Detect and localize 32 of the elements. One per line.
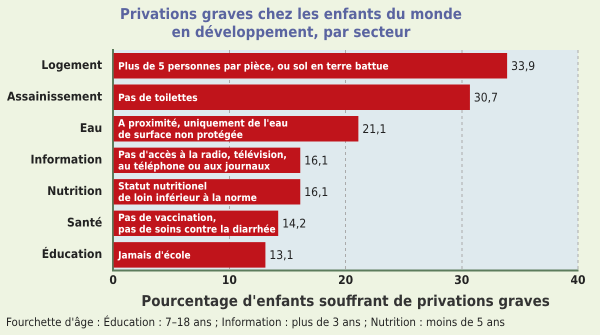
data-label: 16,1 [304, 184, 328, 199]
y-tick-label: Information [30, 152, 102, 166]
x-tick-label: 40 [570, 272, 586, 287]
annotation: Pas de vaccination, pas de soins contre la diarrhée [118, 213, 276, 236]
data-label: 16,1 [304, 153, 328, 168]
y-tick-label: Santé [66, 215, 102, 230]
data-label: 30,7 [474, 90, 498, 104]
x-tick-label: 30 [454, 272, 470, 287]
data-label: 14,2 [282, 216, 306, 230]
annotation: Plus de 5 personnes par pièce, ou sol en terre battue [118, 61, 389, 72]
chart-title: Privations graves chez les enfants du monde en développement, par secteur [120, 4, 462, 41]
y-tick-label: Éducation [42, 246, 102, 261]
text: Fourchette d'âge : Éducation : 7–18 ans ; Information : plus de 3 ans ; Nutrition : moins de 5 ans [6, 315, 505, 329]
x-tick-label: 10 [222, 272, 237, 287]
bar [114, 53, 508, 78]
data-label: 21,1 [362, 122, 386, 136]
annotation: A proximité, uniquement de l'eau de surface non protégée [118, 118, 288, 142]
x-tick-label: 0 [109, 272, 117, 287]
y-tick-label: Logement [41, 58, 102, 72]
annotation: Pas d'accès à la radio, télévision, au téléphone ou aux journaux [118, 150, 287, 173]
bar [114, 242, 266, 268]
data-label: 13,1 [269, 248, 294, 262]
y-tick-label: Nutrition [47, 184, 102, 198]
bar [114, 84, 470, 110]
y-tick-label: Eau [80, 120, 102, 135]
annotation: Jamais d'école [117, 250, 191, 262]
y-tick-label: Assainissement [6, 89, 102, 104]
annotation: Pas de toilettes [118, 92, 198, 104]
x-tick-label: 20 [338, 272, 354, 287]
annotation: Statut nutritionel de loin inférieur à la norme [118, 182, 257, 204]
data-label: 33,9 [511, 58, 536, 73]
x-axis-title: Pourcentage d'enfants souffrant de privations graves [141, 292, 550, 310]
